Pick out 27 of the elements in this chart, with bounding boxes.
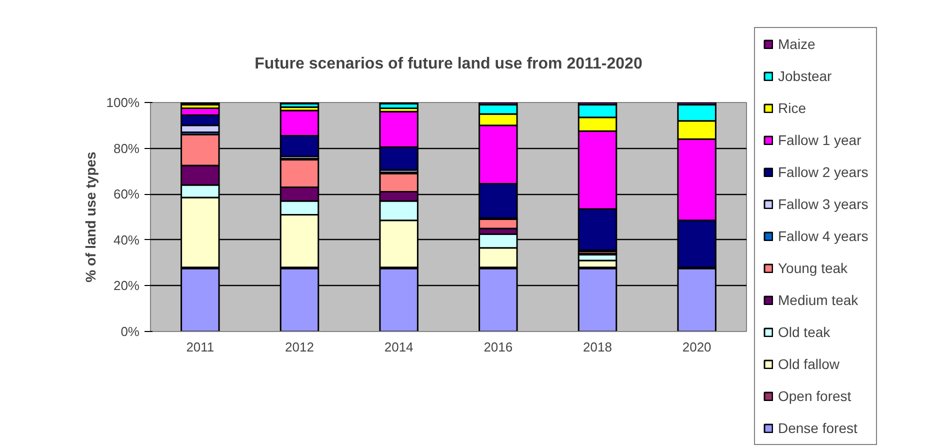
legend-label: Maize — [778, 36, 816, 52]
legend-label: Dense forest — [778, 420, 858, 436]
chart-title: Future scenarios of future land use from 2011-2020 — [254, 56, 642, 72]
y-tick-label: 40% — [113, 232, 140, 248]
legend-label: Fallow 4 years — [778, 228, 868, 244]
y-axis-title: % of land use types — [82, 151, 98, 282]
x-tick-label: 2018 — [583, 340, 612, 354]
legend-label: Old fallow — [778, 356, 840, 372]
legend-label: Fallow 2 years — [778, 164, 868, 180]
legend-label: Old teak — [778, 324, 830, 340]
x-tick-label: 2012 — [285, 340, 314, 354]
legend-label: Young teak — [778, 260, 848, 276]
legend-label: Fallow 3 years — [778, 196, 868, 212]
x-tick-label: 2014 — [384, 340, 414, 354]
y-tick-label: 20% — [113, 278, 140, 294]
legend-label: Rice — [778, 100, 806, 116]
x-tick-label: 2020 — [682, 340, 712, 354]
legend-label: Fallow 1 year — [778, 132, 862, 148]
x-tick-label: 2016 — [484, 340, 513, 354]
y-tick-label: 0% — [120, 324, 140, 339]
legend-label: Open forest — [778, 388, 852, 404]
y-tick-label: 80% — [113, 140, 140, 156]
legend-label: Jobstear — [778, 68, 832, 84]
y-tick-label: 100% — [106, 95, 140, 110]
x-tick-label: 2011 — [186, 340, 214, 354]
legend-label: Medium teak — [778, 292, 858, 308]
y-tick-label: 60% — [113, 186, 140, 202]
